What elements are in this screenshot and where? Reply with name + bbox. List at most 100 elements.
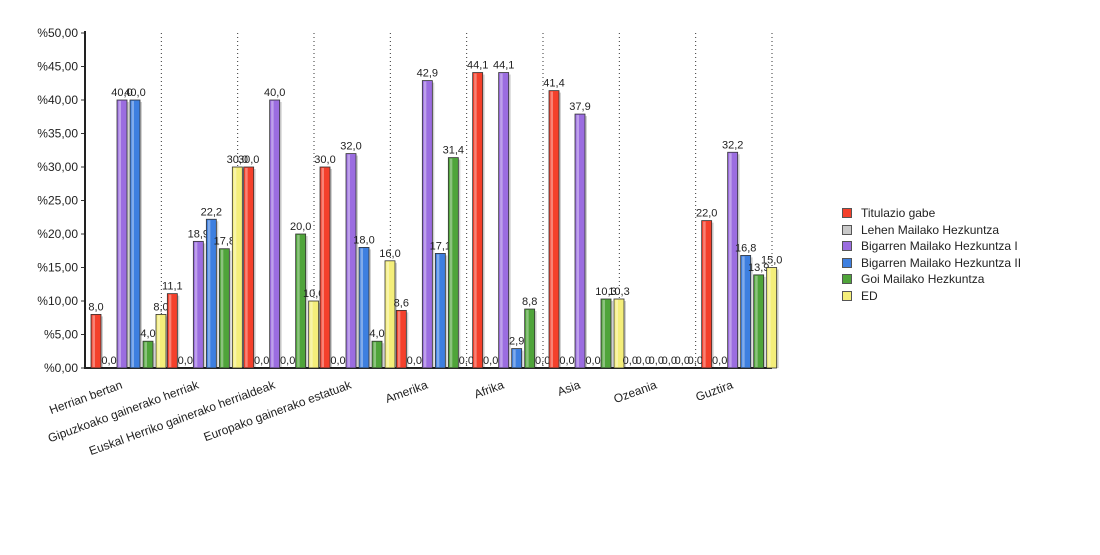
bar-highlight [423,81,427,367]
legend-swatch [842,241,852,252]
data-label: 8,0 [88,301,103,313]
bar-highlight [513,349,516,367]
bar [574,113,586,369]
bar [421,80,433,369]
data-label: 32,0 [340,141,361,153]
bar [498,72,510,369]
bar-highlight [373,342,376,367]
bar [613,298,625,369]
data-label: 0,0 [330,355,345,367]
bar [345,153,357,369]
bar-highlight [474,73,477,367]
legend-item: Bigarren Mailako Hezkuntza I [842,238,1021,255]
data-label: 0,0 [585,355,600,367]
bar-highlight [602,299,605,367]
bar [472,72,484,369]
data-label: 18,9 [188,228,209,240]
bar-highlight [271,101,274,367]
data-label: 30,0 [238,154,259,166]
legend-swatch [842,257,852,268]
bar [371,340,383,369]
bar [548,90,560,369]
bar [166,293,178,369]
bar-highlight [550,91,553,368]
bar [701,220,713,369]
data-label: 0,0 [280,355,295,367]
data-label: 30,0 [227,154,248,166]
y-tick-label: %15,00 [37,261,78,275]
legend-swatch [842,290,852,301]
bar [155,313,167,369]
data-label: 0,0 [636,355,651,367]
bar [295,233,307,369]
legend-item: ED [842,288,1021,305]
data-label: 16,8 [735,242,756,254]
data-label: 22,2 [201,206,222,218]
data-label: 0,0 [688,355,703,367]
y-tick-label: %40,00 [37,93,78,107]
bar-highlight [131,101,134,367]
data-label: 8,6 [394,297,409,309]
data-label: 8,0 [153,301,168,313]
bar [231,166,243,369]
data-label: 0,0 [459,355,474,367]
bar [727,151,739,369]
data-label: 41,4 [543,78,564,90]
y-tick-label: %45,00 [37,60,78,74]
legend-item: Bigarren Mailako Hezkuntza II [842,255,1021,272]
bar-highlight [755,275,758,367]
data-label: 13,9 [748,262,769,274]
data-label: 20,0 [290,221,311,233]
data-label: 0,0 [101,355,116,367]
bar-highlight [449,158,453,367]
bar [205,218,217,369]
y-tick-label: %0,00 [44,361,78,375]
data-label: 40,0 [264,87,285,99]
bar [218,248,230,369]
data-label: 40,0 [124,87,145,99]
bar [384,260,396,369]
legend-label: Lehen Mailako Hezkuntza [861,222,1000,237]
data-label: 22,0 [696,208,717,220]
data-label: 0,0 [649,355,664,367]
data-label: 10,3 [608,286,629,298]
data-label: 37,9 [569,101,590,113]
bar-highlight [157,315,160,367]
bar [116,99,128,369]
data-label: 4,0 [140,328,155,340]
bar [129,99,141,369]
y-tick-label: %5,00 [44,328,78,342]
bar [511,348,523,369]
bar [308,300,320,369]
bar-highlight [144,342,147,367]
legend-label: Titulazio gabe [861,206,936,221]
bar-highlight [245,168,248,367]
bar [358,246,370,369]
y-tick-label: %50,00 [37,26,78,40]
data-label: 30,0 [314,154,335,166]
data-label: 18,0 [353,234,374,246]
bar-highlight [436,254,440,367]
data-label: 0,0 [559,355,574,367]
data-label: 0,0 [662,355,677,367]
bar-highlight [92,315,95,367]
bar-highlight [321,168,324,367]
bar [766,267,778,369]
bar-highlight [118,101,121,367]
y-tick-label: %30,00 [37,160,78,174]
data-label: 0,0 [254,355,269,367]
x-tick-label: Europako gainerako estatuak [202,377,354,444]
data-label: 0,0 [407,355,422,367]
data-label: 10,3 [595,286,616,298]
data-label: 0,0 [483,355,498,367]
y-tick-label: %35,00 [37,127,78,141]
bar-highlight [194,242,198,367]
bar [269,99,281,369]
data-label: 2,9 [509,336,524,348]
legend-item: Lehen Mailako Hezkuntza [842,222,1021,239]
bar-highlight [207,220,211,367]
x-tick-label: Guztira [694,378,735,404]
data-label: 16,0 [379,248,400,260]
data-label: 10,0 [303,288,324,300]
